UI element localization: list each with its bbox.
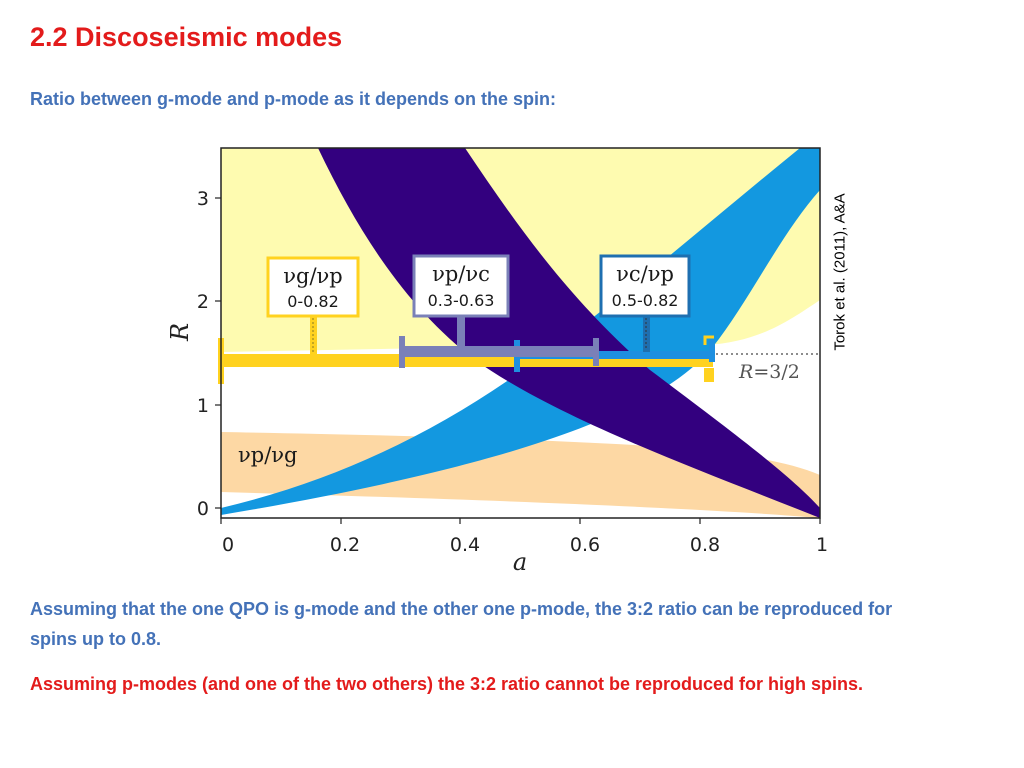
r-line-label-value: =3/2	[753, 361, 800, 383]
stem-nu-p-nu-c	[457, 316, 465, 348]
label-box-nu-p-nu-c: νp/νc 0.3-0.63	[412, 254, 510, 318]
label-box-nu-c-nu-p: νc/νp 0.5-0.82	[599, 254, 691, 318]
y-tick-label: 2	[197, 291, 209, 313]
y-axis-label: R	[166, 323, 194, 342]
slide-subtitle: Ratio between g-mode and p-mode as it de…	[30, 89, 557, 109]
x-tick-label: 0.2	[330, 534, 360, 556]
r-line-label: R=3/2	[738, 361, 800, 383]
band-nu-p-nu-c	[318, 148, 820, 518]
x-tick-label: 0.6	[570, 534, 600, 556]
x-tick-label: 1	[816, 534, 828, 556]
x-tick-marks	[220, 518, 821, 524]
label-box-nu-g-nu-p: νg/νp 0-0.82	[266, 256, 360, 318]
x-tick-label: 0.8	[690, 534, 720, 556]
x-axis-label: a	[513, 548, 527, 576]
paragraph-g-p-mode: Assuming that the one QPO is g-mode and …	[30, 599, 893, 649]
y-tick-label: 1	[197, 395, 209, 417]
band-nu-c-nu-p	[221, 148, 820, 515]
r-line-label-var: R	[738, 361, 753, 383]
plot-frame	[220, 147, 821, 519]
label-nu-p-nu-c: νp/νc	[432, 262, 490, 286]
x-tick-label: 0.4	[450, 534, 480, 556]
x-tick-label: 0	[222, 534, 234, 556]
label-nu-c-nu-p: νc/νp	[616, 262, 674, 286]
label-nu-g-nu-p: νg/νp	[283, 264, 343, 288]
range-nu-p-nu-c: 0.3-0.63	[428, 291, 495, 310]
slide-title: 2.2 Discoseismic modes	[30, 22, 343, 52]
range-bar-nu-p-nu-c	[399, 336, 599, 368]
paragraph-p-modes: Assuming p-modes (and one of the two oth…	[30, 674, 864, 694]
y-tick-label: 3	[197, 188, 209, 210]
y-tick-label: 0	[197, 498, 209, 520]
range-nu-c-nu-p: 0.5-0.82	[612, 291, 679, 310]
label-nu-p-nu-g: νp/νg	[238, 443, 298, 467]
range-nu-g-nu-p: 0-0.82	[287, 292, 339, 311]
y-tick-marks	[215, 197, 221, 509]
figure-credit: Torok et al. (2011), A&A	[831, 193, 849, 351]
